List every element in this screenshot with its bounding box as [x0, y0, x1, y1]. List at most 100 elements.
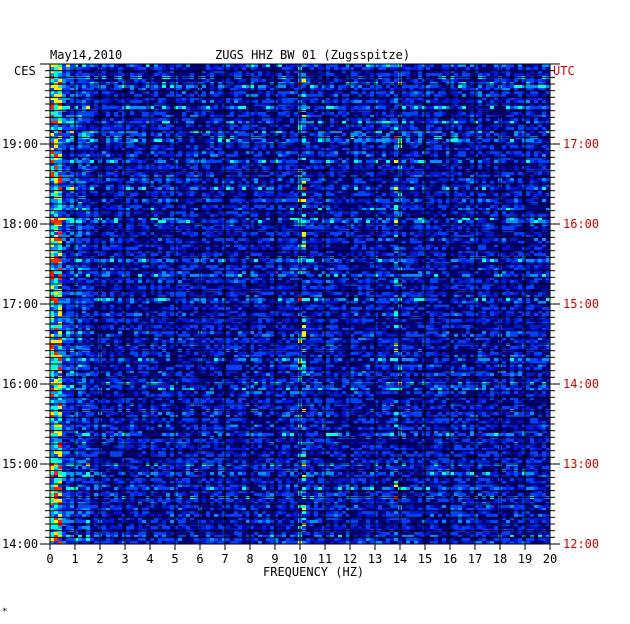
heatmap-cell	[374, 151, 378, 154]
heatmap-cell	[542, 199, 546, 202]
heatmap-cell	[426, 112, 430, 115]
heatmap-cell	[246, 94, 250, 97]
heatmap-cell	[422, 112, 426, 115]
heatmap-cell	[306, 220, 310, 223]
heatmap-cell	[470, 211, 474, 214]
heatmap-cell	[170, 217, 174, 220]
heatmap-cell	[122, 187, 126, 190]
heatmap-cell	[74, 91, 78, 94]
heatmap-cell	[502, 226, 506, 229]
heatmap-cell	[530, 97, 534, 100]
heatmap-cell	[250, 94, 254, 97]
heatmap-cell	[242, 106, 246, 109]
heatmap-cell	[534, 184, 538, 187]
heatmap-cell	[210, 73, 214, 76]
heatmap-cell	[370, 124, 374, 127]
heatmap-cell	[266, 193, 270, 196]
heatmap-cell	[250, 112, 254, 115]
heatmap-cell	[350, 100, 354, 103]
heatmap-cell	[62, 97, 66, 100]
heatmap-cell	[322, 73, 326, 76]
heatmap-cell	[262, 160, 266, 163]
heatmap-cell	[434, 190, 438, 193]
heatmap-cell	[62, 94, 66, 97]
heatmap-cell	[150, 121, 154, 124]
heatmap-cell	[434, 118, 438, 121]
heatmap-cell	[306, 94, 310, 97]
heatmap-cell	[430, 121, 434, 124]
heatmap-cell	[70, 121, 74, 124]
heatmap-cell	[334, 139, 338, 142]
heatmap-cell	[62, 166, 66, 169]
heatmap-cell	[102, 193, 106, 196]
heatmap-cell	[122, 118, 126, 121]
heatmap-cell	[542, 214, 546, 217]
heatmap-cell	[166, 73, 170, 76]
heatmap-cell	[374, 160, 378, 163]
heatmap-cell	[294, 226, 298, 229]
heatmap-cell	[146, 244, 150, 247]
heatmap-cell	[286, 235, 290, 238]
heatmap-cell	[514, 190, 518, 193]
heatmap-cell	[142, 184, 146, 187]
heatmap-cell	[378, 127, 382, 130]
heatmap-cell	[162, 166, 166, 169]
heatmap-cell	[206, 67, 210, 70]
heatmap-cell	[206, 250, 210, 253]
heatmap-cell	[254, 100, 258, 103]
heatmap-cell	[266, 70, 270, 73]
heatmap-cell	[518, 124, 522, 127]
heatmap-cell	[422, 64, 426, 67]
heatmap-cell	[186, 172, 190, 175]
heatmap-cell	[526, 133, 530, 136]
heatmap-cell	[522, 175, 526, 178]
heatmap-cell	[418, 232, 422, 235]
heatmap-cell	[458, 151, 462, 154]
heatmap-cell	[78, 217, 82, 220]
heatmap-cell	[206, 235, 210, 238]
heatmap-cell	[286, 139, 290, 142]
heatmap-cell	[146, 190, 150, 193]
heatmap-cell	[538, 214, 542, 217]
heatmap-cell	[242, 130, 246, 133]
heatmap-cell	[350, 91, 354, 94]
heatmap-cell	[314, 199, 318, 202]
heatmap-cell	[178, 172, 182, 175]
heatmap-cell	[370, 73, 374, 76]
heatmap-cell	[218, 220, 222, 223]
heatmap-cell	[490, 226, 494, 229]
heatmap-cell	[402, 166, 406, 169]
heatmap-cell	[330, 175, 334, 178]
heatmap-cell	[410, 250, 414, 253]
heatmap-cell	[410, 226, 414, 229]
heatmap-cell	[66, 217, 70, 220]
heatmap-cell	[518, 232, 522, 235]
heatmap-cell	[394, 193, 398, 196]
heatmap-cell	[394, 85, 398, 88]
heatmap-cell	[70, 154, 74, 157]
heatmap-cell	[470, 253, 474, 256]
heatmap-cell	[150, 106, 154, 109]
heatmap-cell	[450, 85, 454, 88]
heatmap-cell	[330, 199, 334, 202]
heatmap-cell	[470, 115, 474, 118]
heatmap-cell	[434, 85, 438, 88]
heatmap-cell	[382, 67, 386, 70]
heatmap-cell	[474, 238, 478, 241]
heatmap-cell	[526, 160, 530, 163]
heatmap-cell	[302, 247, 306, 250]
heatmap-cell	[338, 208, 342, 211]
heatmap-cell	[130, 85, 134, 88]
heatmap-cell	[122, 193, 126, 196]
heatmap-cell	[354, 217, 358, 220]
heatmap-cell	[78, 166, 82, 169]
heatmap-cell	[206, 211, 210, 214]
heatmap-cell	[462, 199, 466, 202]
heatmap-cell	[110, 247, 114, 250]
heatmap-cell	[510, 97, 514, 100]
heatmap-cell	[482, 220, 486, 223]
heatmap-cell	[382, 118, 386, 121]
heatmap-cell	[118, 184, 122, 187]
heatmap-cell	[390, 187, 394, 190]
heatmap-cell	[342, 121, 346, 124]
